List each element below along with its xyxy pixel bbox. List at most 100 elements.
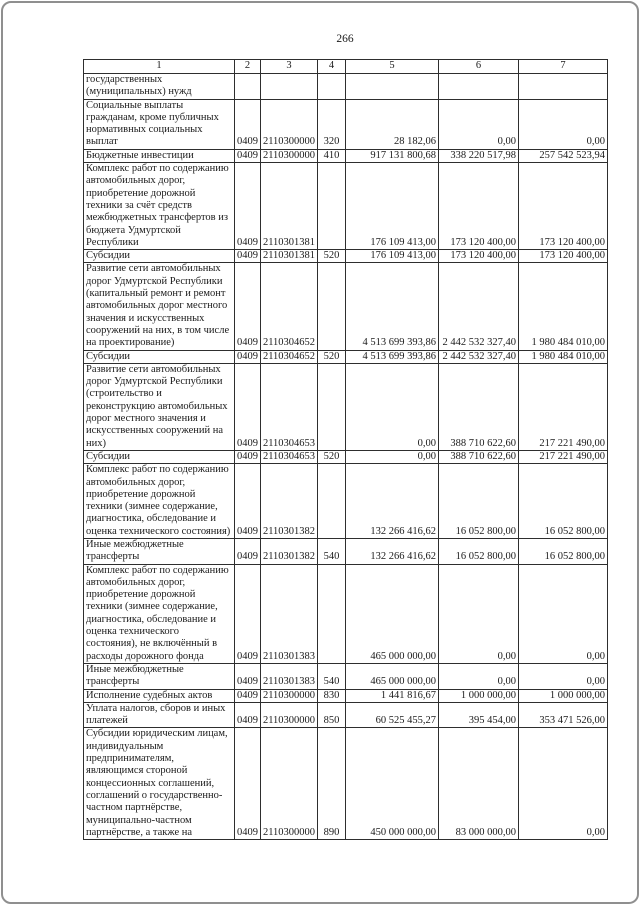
amount-col7-cell: 0,00 — [518, 662, 608, 690]
table-row: Субсидии 0409 2110304653 520 0,00 388 710 622… — [83, 449, 608, 465]
target-article-cell: 2110301382 — [260, 537, 318, 565]
section-code-cell: 0409 — [234, 727, 261, 841]
amount-col5-cell: 132 266 416,62 — [345, 463, 439, 539]
section-code-cell: 0409 — [234, 662, 261, 690]
table-row: Субсидии 0409 2110304652 520 4 513 699 393,8… — [83, 349, 608, 364]
expense-name-cell: государственных (муниципальных) нужд — [83, 73, 235, 100]
expense-type-cell: 830 — [317, 688, 346, 703]
expense-name-cell: Развитие сети автомобильных дорог Удмурт… — [83, 262, 235, 351]
target-article-cell — [260, 73, 318, 100]
target-article-cell: 2110301383 — [260, 563, 318, 664]
amount-col6-cell: 1 000 000,00 — [438, 688, 519, 703]
expense-name-cell: Уплата налогов, сборов и иных платежей — [83, 701, 235, 729]
expense-type-cell: 890 — [317, 727, 346, 841]
section-code-cell: 0409 — [234, 688, 261, 703]
amount-col5-cell: 176 109 413,00 — [345, 162, 439, 251]
table-row: Бюджетные инвестиции 0409 2110300000 410 917… — [83, 148, 608, 164]
table-row: Субсидии юридическим лицам, индивидуальн… — [83, 727, 608, 841]
col-header-2: 2 — [234, 59, 261, 74]
expense-name-cell: Социальные выплаты гражданам, кроме публ… — [83, 98, 235, 150]
expense-name-cell: Развитие сети автомобильных дорог Удмурт… — [83, 362, 235, 451]
amount-col5-cell: 917 131 800,68 — [345, 148, 439, 164]
table-row: Социальные выплаты гражданам, кроме публ… — [83, 98, 608, 150]
expense-name-cell: Бюджетные инвестиции — [83, 148, 235, 164]
expense-type-cell — [317, 73, 346, 100]
expense-type-cell — [317, 262, 346, 351]
amount-col5-cell: 132 266 416,62 — [345, 537, 439, 565]
amount-col6-cell: 0,00 — [438, 662, 519, 690]
amount-col6-cell: 388 710 622,60 — [438, 449, 519, 465]
table-row: Исполнение судебных актов 0409 2110300000 8… — [83, 688, 608, 703]
target-article-cell: 2110304653 — [260, 449, 318, 465]
expense-type-cell: 850 — [317, 701, 346, 729]
expense-type-cell: 540 — [317, 537, 346, 565]
amount-col7-cell: 0,00 — [518, 727, 608, 841]
amount-col5-cell: 28 182,06 — [345, 98, 439, 150]
amount-col7-cell: 257 542 523,94 — [518, 148, 608, 164]
expense-name-cell: Комплекс работ по содержанию автомобильн… — [83, 563, 235, 664]
col-header-6: 6 — [438, 59, 519, 74]
target-article-cell: 2110301381 — [260, 249, 318, 264]
amount-col5-cell: 450 000 000,00 — [345, 727, 439, 841]
amount-col5-cell: 60 525 455,27 — [345, 701, 439, 729]
section-code-cell: 0409 — [234, 463, 261, 539]
expense-name-cell: Субсидии — [83, 249, 235, 264]
expense-type-cell: 540 — [317, 662, 346, 690]
amount-col7-cell: 1 980 484 010,00 — [518, 349, 608, 364]
expense-type-cell — [317, 362, 346, 451]
amount-col5-cell — [345, 73, 439, 100]
expense-type-cell — [317, 563, 346, 664]
section-code-cell — [234, 73, 261, 100]
target-article-cell: 2110300000 — [260, 727, 318, 841]
amount-col7-cell: 217 221 490,00 — [518, 449, 608, 465]
expense-name-cell: Иные межбюджетные трансферты — [83, 662, 235, 690]
expense-name-cell: Исполнение судебных актов — [83, 688, 235, 703]
section-code-cell: 0409 — [234, 98, 261, 150]
target-article-cell: 2110300000 — [260, 701, 318, 729]
amount-col6-cell: 338 220 517,98 — [438, 148, 519, 164]
col-header-7: 7 — [518, 59, 608, 74]
amount-col7-cell: 0,00 — [518, 563, 608, 664]
target-article-cell: 2110300000 — [260, 148, 318, 164]
target-article-cell: 2110301382 — [260, 463, 318, 539]
amount-col7-cell: 0,00 — [518, 98, 608, 150]
amount-col7-cell: 173 120 400,00 — [518, 249, 608, 264]
target-article-cell: 2110304653 — [260, 362, 318, 451]
section-code-cell: 0409 — [234, 362, 261, 451]
section-code-cell: 0409 — [234, 249, 261, 264]
amount-col5-cell: 176 109 413,00 — [345, 249, 439, 264]
amount-col5-cell: 0,00 — [345, 449, 439, 465]
table-row: Комплекс работ по содержанию автомобильн… — [83, 463, 608, 539]
amount-col5-cell: 0,00 — [345, 362, 439, 451]
section-code-cell: 0409 — [234, 162, 261, 251]
expense-type-cell — [317, 162, 346, 251]
col-header-1: 1 — [83, 59, 235, 74]
table-row: Развитие сети автомобильных дорог Удмурт… — [83, 362, 608, 451]
amount-col5-cell: 1 441 816,67 — [345, 688, 439, 703]
amount-col6-cell: 16 052 800,00 — [438, 537, 519, 565]
expense-type-cell: 520 — [317, 449, 346, 465]
section-code-cell: 0409 — [234, 537, 261, 565]
amount-col6-cell: 0,00 — [438, 563, 519, 664]
expense-type-cell: 520 — [317, 249, 346, 264]
expense-type-cell — [317, 463, 346, 539]
target-article-cell: 2110301381 — [260, 162, 318, 251]
amount-col5-cell: 465 000 000,00 — [345, 662, 439, 690]
amount-col7-cell — [518, 73, 608, 100]
table-row: Уплата налогов, сборов и иных платежей 04… — [83, 701, 608, 729]
amount-col6-cell: 16 052 800,00 — [438, 463, 519, 539]
amount-col6-cell: 395 454,00 — [438, 701, 519, 729]
amount-col6-cell — [438, 73, 519, 100]
amount-col6-cell: 173 120 400,00 — [438, 249, 519, 264]
table-header-row: 1 2 3 4 5 6 7 — [83, 59, 608, 74]
amount-col7-cell: 16 052 800,00 — [518, 537, 608, 565]
section-code-cell: 0409 — [234, 148, 261, 164]
target-article-cell: 2110301383 — [260, 662, 318, 690]
section-code-cell: 0409 — [234, 563, 261, 664]
section-code-cell: 0409 — [234, 262, 261, 351]
amount-col5-cell: 4 513 699 393,86 — [345, 349, 439, 364]
expense-name-cell: Комплекс работ по содержанию автомобильн… — [83, 162, 235, 251]
expense-type-cell: 410 — [317, 148, 346, 164]
amount-col7-cell: 173 120 400,00 — [518, 162, 608, 251]
